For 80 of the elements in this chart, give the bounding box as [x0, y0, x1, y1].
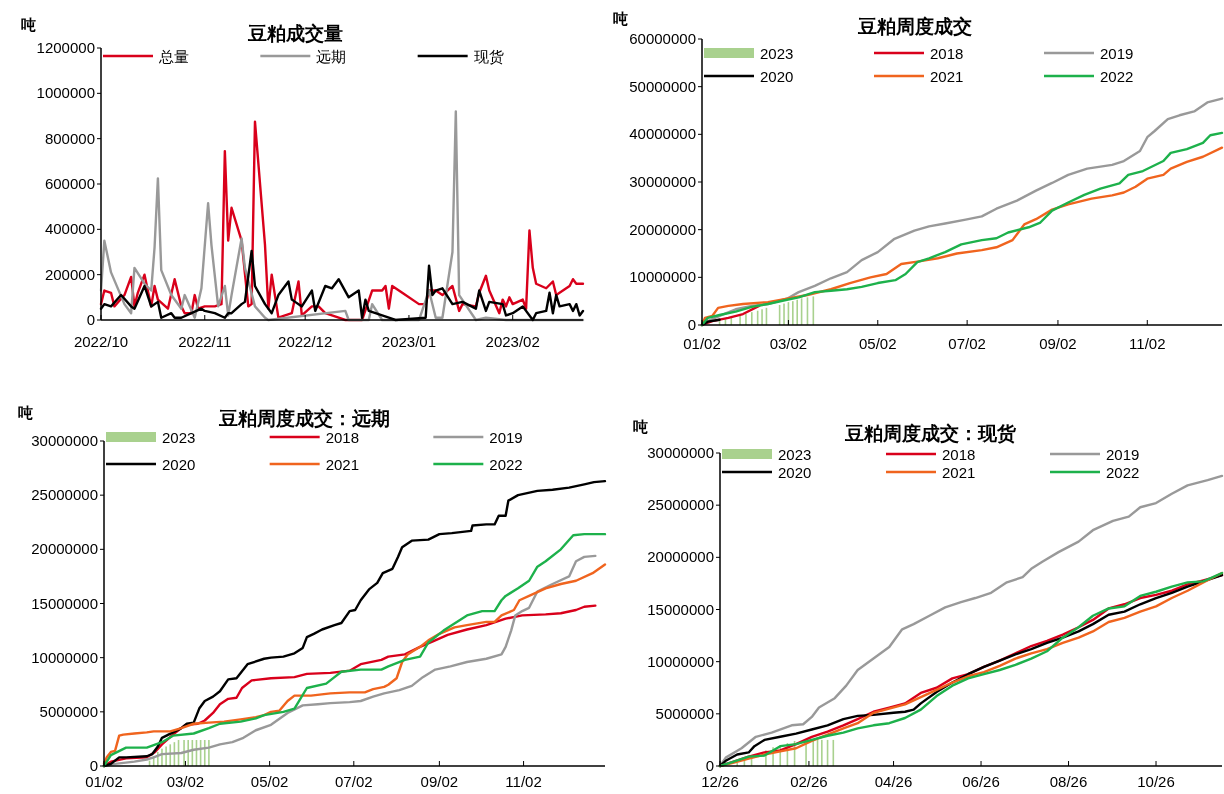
y-tick-label: 10000000 — [629, 268, 696, 286]
legend-label: 2021 — [930, 68, 964, 85]
legend-label: 2023 — [162, 429, 196, 446]
legend-label: 2019 — [1106, 446, 1140, 463]
legend-label: 2018 — [942, 446, 976, 463]
y-axis-title: 吨 — [632, 418, 648, 435]
x-tick-label: 01/02 — [683, 335, 721, 352]
chart-title: 豆粕周度成交 — [857, 16, 972, 37]
y-tick-label: 20000000 — [31, 540, 98, 558]
y-tick-label: 5000000 — [39, 702, 98, 720]
y-axis-title: 吨 — [612, 10, 628, 27]
x-tick-label: 10/26 — [1137, 773, 1175, 790]
y-tick-label: 15000000 — [31, 594, 98, 612]
legend-label: 总量 — [158, 48, 189, 65]
legend-label: 2020 — [760, 68, 794, 85]
y-tick-label: 20000000 — [629, 220, 696, 238]
legend-label: 2021 — [325, 456, 360, 473]
legend-label: 2019 — [1100, 45, 1134, 62]
y-tick-label: 10000000 — [647, 652, 714, 670]
y-tick-label: 30000000 — [31, 432, 98, 449]
y-tick-label: 0 — [687, 316, 696, 333]
y-tick-label: 1200000 — [36, 39, 95, 56]
chart-title: 豆粕成交量 — [246, 23, 343, 44]
x-tick-label: 05/02 — [859, 335, 897, 352]
y-axis-title: 吨 — [17, 404, 33, 421]
x-tick-label: 2022/12 — [278, 333, 333, 350]
legend-label: 2020 — [778, 464, 812, 481]
legend-label: 2023 — [760, 45, 794, 62]
legend-label: 2021 — [942, 464, 976, 481]
y-tick-label: 600000 — [44, 175, 95, 192]
x-tick-label: 09/02 — [1039, 335, 1077, 352]
chart-title: 豆粕周度成交：现货 — [843, 423, 1017, 444]
y-tick-label: 10000000 — [31, 648, 98, 666]
y-tick-label: 0 — [86, 311, 95, 328]
legend-label: 2023 — [778, 446, 812, 463]
legend-label: 2020 — [162, 456, 196, 473]
y-tick-label: 25000000 — [647, 496, 714, 514]
legend-label: 2018 — [930, 45, 964, 62]
x-tick-label: 2022/11 — [178, 333, 232, 350]
x-tick-label: 03/02 — [769, 335, 808, 352]
y-tick-label: 40000000 — [629, 125, 696, 143]
x-tick-label: 05/02 — [250, 773, 289, 790]
x-tick-label: 2023/01 — [381, 333, 437, 350]
x-tick-label: 12/26 — [701, 773, 739, 790]
y-tick-label: 20000000 — [647, 548, 714, 566]
y-tick-label: 800000 — [44, 129, 95, 147]
x-tick-label: 07/02 — [335, 773, 373, 790]
x-tick-label: 06/26 — [962, 773, 1000, 790]
y-tick-label: 30000000 — [629, 173, 696, 190]
legend-label: 2022 — [1100, 68, 1134, 85]
legend-label: 2019 — [489, 429, 523, 446]
y-tick-label: 30000000 — [647, 444, 714, 461]
x-tick-label: 07/02 — [948, 335, 986, 352]
y-tick-label: 50000000 — [629, 77, 696, 95]
y-tick-label: 200000 — [44, 265, 95, 283]
y-tick-label: 60000000 — [629, 30, 696, 47]
legend-label: 远期 — [316, 48, 347, 65]
x-tick-label: 08/26 — [1049, 773, 1088, 790]
legend-label: 2022 — [1106, 464, 1140, 481]
x-tick-label: 02/26 — [790, 773, 828, 790]
chart-title: 豆粕周度成交：远期 — [217, 408, 390, 429]
y-tick-label: 400000 — [44, 220, 95, 238]
x-tick-label: 01/02 — [85, 773, 123, 790]
x-tick-label: 2022/10 — [73, 333, 129, 350]
x-tick-label: 11/02 — [1129, 335, 1166, 352]
y-tick-label: 1000000 — [36, 84, 95, 102]
y-tick-label: 0 — [89, 757, 98, 774]
y-tick-label: 15000000 — [647, 600, 714, 618]
y-tick-label: 25000000 — [31, 486, 98, 504]
x-tick-label: 03/02 — [166, 773, 205, 790]
legend-label: 2022 — [489, 456, 523, 473]
x-tick-label: 04/26 — [874, 773, 913, 790]
legend-label: 现货 — [473, 48, 504, 65]
y-tick-label: 5000000 — [655, 704, 714, 722]
legend-label: 2018 — [325, 429, 360, 446]
x-tick-label: 09/02 — [420, 773, 459, 790]
x-tick-label: 11/02 — [505, 773, 542, 790]
x-tick-label: 2023/02 — [485, 333, 540, 350]
y-axis-title: 吨 — [20, 16, 36, 33]
y-tick-label: 0 — [705, 757, 714, 774]
